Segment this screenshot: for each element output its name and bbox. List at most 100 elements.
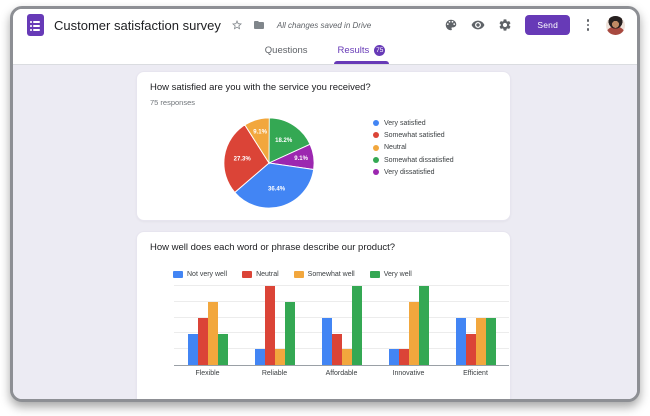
bar [254, 349, 265, 365]
preview-eye-icon[interactable] [471, 18, 485, 32]
gridline [174, 300, 509, 302]
gridline [174, 348, 509, 350]
settings-gear-icon[interactable] [498, 18, 512, 32]
pie-slice-label: 36.4% [268, 187, 286, 193]
bar-x-axis-labels: Flexible Reliable Affordable Innovative Effi… [174, 370, 509, 377]
bar [274, 349, 285, 365]
legend-item: Very dissatisfied [373, 166, 454, 178]
bar [351, 286, 362, 365]
x-axis-label: Affordable [325, 370, 358, 377]
legend-swatch [369, 271, 380, 278]
legend-label: Very dissatisfied [384, 168, 435, 176]
question-card-satisfaction: How satisfied are you with the service y… [136, 71, 511, 221]
saved-status: All changes saved in Drive [276, 20, 372, 30]
legend-swatch [242, 271, 253, 278]
legend-item: Not very well [173, 271, 227, 278]
gridline [174, 332, 509, 334]
bar-group [308, 284, 375, 365]
bar [187, 333, 198, 365]
legend-item: Very satisfied [373, 117, 454, 129]
bar [197, 317, 208, 365]
bar-group [174, 284, 241, 365]
bar [321, 317, 332, 365]
bar [475, 317, 486, 365]
avatar[interactable] [606, 15, 625, 35]
legend-item: Very well [369, 271, 412, 278]
tab-bar: Questions Results 75 [13, 41, 637, 65]
results-content: How satisfied are you with the service y… [13, 65, 637, 399]
bar [331, 333, 342, 365]
bar [341, 349, 352, 365]
legend-item: Somewhat dissatisfied [373, 154, 454, 166]
legend-label: Somewhat well [307, 271, 355, 278]
legend-swatch [373, 157, 379, 164]
x-axis-label: Flexible [195, 370, 220, 377]
bar [465, 333, 476, 365]
bar [398, 349, 409, 365]
legend-label: Neutral [256, 271, 279, 278]
legend-swatch [373, 169, 379, 176]
pie-slice-label: 18.2% [275, 138, 293, 144]
x-axis-label: Reliable [261, 370, 288, 377]
question2-title: How well does each word or phrase descri… [150, 242, 396, 253]
bar [485, 317, 496, 365]
legend-item: Neutral [373, 142, 454, 154]
bar [455, 317, 466, 365]
legend-swatch [373, 132, 379, 139]
forms-logo-icon[interactable] [27, 14, 44, 36]
question1-responses-count: 75 responses [150, 98, 196, 107]
responses-count-badge: 75 [374, 45, 386, 56]
bar [217, 333, 228, 365]
pie-slice-label: 27.3% [234, 157, 252, 163]
legend-label: Neutral [384, 144, 407, 152]
pie-slice [223, 124, 270, 194]
bar [408, 301, 419, 365]
pie-slice-label: 9.1% [294, 156, 308, 162]
bar-group [375, 284, 442, 365]
legend-swatch [373, 144, 379, 151]
legend-label: Not very well [187, 271, 228, 278]
legend-label: Somewhat satisfied [384, 131, 445, 139]
legend-item: Somewhat satisfied [373, 129, 454, 141]
gridline [174, 285, 509, 287]
x-axis-label: Efficient [463, 370, 488, 377]
tab-results[interactable]: Results 75 [333, 45, 389, 64]
app-header: Customer satisfaction survey All changes… [13, 9, 637, 41]
document-title[interactable]: Customer satisfaction survey [54, 17, 221, 33]
tab-questions[interactable]: Questions [265, 45, 308, 64]
legend-swatch [173, 271, 183, 278]
bar-legend: Not very well Neutral Somewhat well Very we… [173, 271, 412, 278]
gridline [174, 316, 509, 318]
folder-icon[interactable] [253, 19, 265, 31]
legend-label: Very well [383, 271, 412, 278]
pie-slice [234, 162, 315, 209]
legend-label: Very satisfied [384, 119, 426, 127]
pie-slice-label: 9.1% [253, 129, 267, 135]
send-button[interactable]: Send [525, 15, 570, 35]
pie-chart: 18.2% 9.1% 36.4% 27.3% 9.1% [221, 115, 317, 211]
pie-slice [244, 117, 270, 165]
bar-groups [174, 284, 509, 365]
bar [418, 286, 429, 365]
more-options-icon[interactable] [583, 18, 593, 32]
pie-legend: Very satisfied Somewhat satisfied Neutral S… [373, 117, 454, 178]
bar-chart [174, 284, 509, 366]
bar [388, 349, 399, 365]
bar-group [442, 284, 509, 365]
pie-slice [268, 117, 311, 164]
star-icon[interactable] [231, 19, 243, 31]
bar [264, 286, 275, 365]
bar-group [241, 284, 308, 365]
question-card-product-words: How well does each word or phrase descri… [136, 231, 511, 399]
tab-questions-label: Questions [264, 45, 308, 56]
x-axis-label: Innovative [392, 370, 425, 377]
bar [207, 301, 218, 365]
bar [284, 301, 295, 365]
theme-palette-icon[interactable] [444, 18, 458, 32]
legend-label: Somewhat dissatisfied [384, 156, 454, 164]
legend-item: Neutral [242, 271, 279, 278]
google-forms-window: Customer satisfaction survey All changes… [10, 6, 640, 402]
question1-title: How satisfied are you with the service y… [150, 82, 371, 93]
tab-results-label: Results [337, 45, 370, 56]
legend-swatch [373, 120, 379, 127]
